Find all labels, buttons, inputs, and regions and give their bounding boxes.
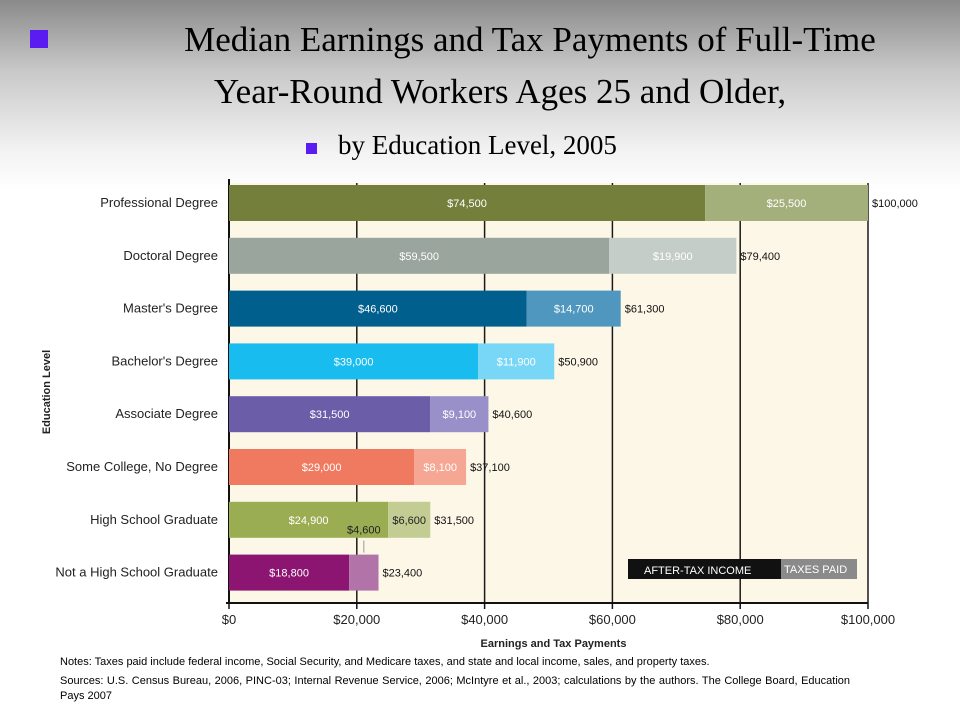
x-tick-label: $80,000 (717, 612, 764, 627)
income-value-label: $74,500 (447, 198, 487, 210)
tax-bar (478, 343, 555, 380)
x-axis-title: Earnings and Tax Payments (481, 638, 627, 650)
income-value-label: $18,800 (269, 568, 309, 580)
tax-value-label: $4,600 (347, 525, 381, 537)
income-bar (229, 396, 431, 433)
income-value-label: $59,500 (399, 251, 439, 263)
slide-header: Median Earnings and Tax Payments of Full… (0, 0, 960, 175)
category-label: Associate Degree (115, 406, 218, 421)
subtitle-bullet-icon (306, 143, 317, 154)
total-value-label: $31,500 (434, 515, 474, 527)
tax-value-label: $8,100 (423, 462, 457, 474)
legend-taxes-label: TAXES PAID (784, 564, 847, 576)
income-bar (229, 290, 527, 327)
legend-after-tax-label: AFTER-TAX INCOME (644, 565, 751, 577)
tax-bar (526, 290, 621, 327)
income-value-label: $39,000 (334, 356, 374, 368)
tax-bar (349, 554, 379, 591)
total-value-label: $50,900 (558, 356, 598, 368)
category-label: Doctoral Degree (123, 248, 218, 263)
total-value-label: $61,300 (625, 304, 665, 316)
income-bar (229, 343, 479, 380)
income-bar (229, 237, 610, 274)
total-value-label: $40,600 (492, 409, 532, 421)
income-value-label: $31,500 (310, 409, 350, 421)
tax-bar (705, 185, 868, 221)
income-bar (229, 554, 350, 591)
total-value-label: $100,000 (872, 198, 918, 210)
tax-value-label: $19,900 (653, 251, 693, 263)
tax-bar (430, 396, 489, 433)
total-value-label: $37,100 (470, 462, 510, 474)
category-label: Professional Degree (100, 195, 218, 210)
x-tick-label: $100,000 (841, 612, 895, 627)
chart-title-line1: Median Earnings and Tax Payments of Full… (184, 20, 876, 59)
notes-text: Notes: Taxes paid include federal income… (60, 656, 710, 668)
tax-value-label: $6,600 (392, 515, 426, 527)
category-label: Bachelor's Degree (111, 353, 218, 368)
income-bar (229, 185, 706, 221)
category-label: High School Graduate (90, 512, 218, 527)
x-tick-label: $60,000 (589, 612, 636, 627)
chart-subtitle: by Education Level, 2005 (338, 130, 617, 160)
tax-bar (609, 237, 737, 274)
total-value-label: $23,400 (383, 568, 423, 580)
income-value-label: $46,600 (358, 304, 398, 316)
legend-after-tax-swatch (628, 559, 781, 579)
tax-bar (414, 449, 467, 485)
tax-value-label: $11,900 (497, 356, 536, 368)
footnotes: Notes: Taxes paid include federal income… (60, 655, 850, 708)
income-bar (229, 449, 415, 485)
title-bullet-icon (30, 30, 48, 48)
income-value-label: $29,000 (302, 462, 342, 474)
category-label: Some College, No Degree (66, 459, 218, 474)
tax-value-label: $14,700 (554, 304, 594, 316)
earnings-bar-chart: $0 $20,000 $40,000 $60,000 $80,000 $100,000 Ea… (41, 179, 918, 650)
total-value-label: $79,400 (740, 251, 780, 263)
category-label: Master's Degree (123, 301, 218, 316)
sources-text: Sources: U.S. Census Bureau, 2006, PINC-… (60, 675, 850, 702)
x-tick-label: $40,000 (461, 612, 508, 627)
category-label: Not a High School Graduate (55, 565, 218, 580)
tax-value-label: $25,500 (767, 198, 807, 210)
x-tick-label: $0 (222, 612, 236, 627)
tax-bar (388, 501, 431, 538)
income-value-label: $24,900 (289, 515, 329, 527)
legend-taxes-swatch (781, 559, 857, 579)
x-tick-label: $20,000 (333, 612, 380, 627)
tax-value-label: $9,100 (443, 409, 477, 421)
income-bar (229, 501, 389, 538)
chart-title-line2: Year-Round Workers Ages 25 and Older, (213, 72, 787, 111)
y-axis-title: Education Level (41, 350, 53, 434)
